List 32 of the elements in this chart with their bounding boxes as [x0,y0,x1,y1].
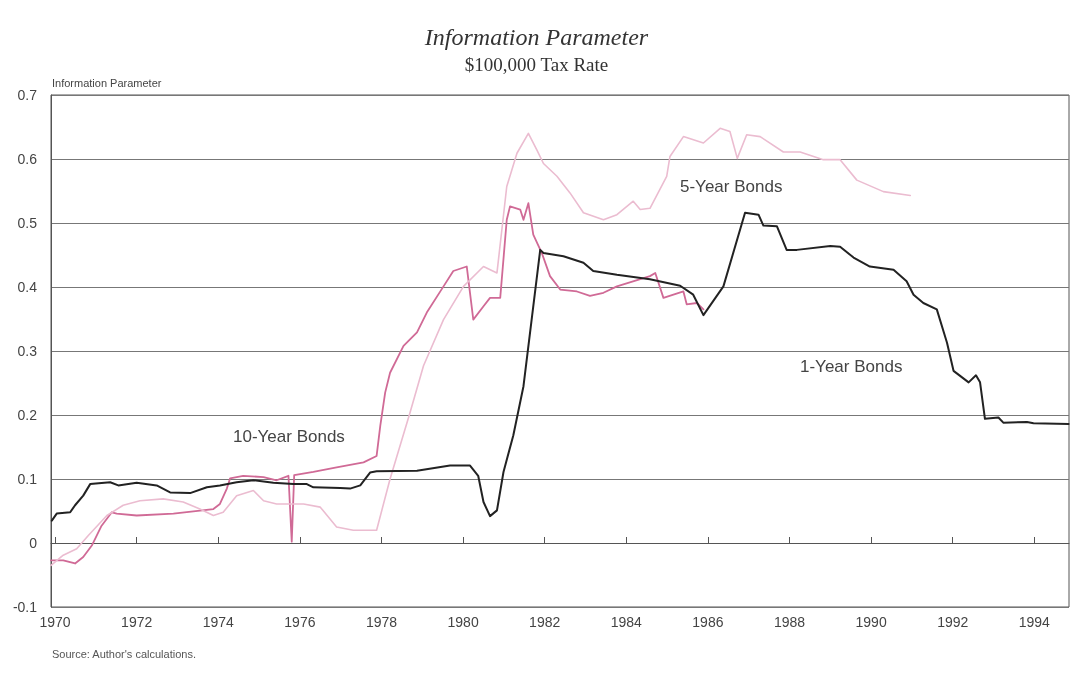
y-tick-label: -0.1 [12,599,38,615]
y-tick-label: 0.4 [17,279,38,295]
y-tick-label: 0.5 [17,215,38,231]
y-tick-label: 0.1 [17,471,38,487]
x-tick-label: 1986 [692,614,724,630]
x-tick-label: 1990 [855,614,887,630]
x-tick-label: 1976 [284,614,316,630]
y-tick-label: 0.6 [17,151,38,167]
line-series [50,127,912,567]
chart-title: Information Parameter [423,24,649,50]
x-tick-label: 1994 [1018,614,1051,630]
x-tick-label: 1974 [202,614,235,630]
source-note: Source: Author's calculations. [52,647,196,660]
series-label: 5-Year Bonds [680,177,783,196]
y-tick-label: 0.2 [17,407,38,423]
y-axis-title: Information Parameter [52,76,162,89]
x-tick-label: 1982 [529,614,561,630]
y-tick-label: 0 [29,535,38,551]
x-tick-label: 1984 [610,614,643,630]
x-tick-label: 1978 [365,614,398,630]
text: 1-Year Bonds [800,357,903,376]
x-tick-label: 1988 [773,614,806,630]
line-series [50,202,705,565]
y-tick-label: 0.3 [17,343,38,359]
line-series [50,211,1070,522]
x-tick-label: 1972 [121,614,153,630]
chart-subtitle: $100,000 Tax Rate [464,54,609,75]
series-label: 10-Year Bonds [233,427,345,446]
x-tick-label: 1970 [39,614,71,630]
x-tick-label: 1992 [937,614,969,630]
y-tick-label: 0.7 [17,87,38,103]
x-tick-label: 1980 [447,614,479,630]
